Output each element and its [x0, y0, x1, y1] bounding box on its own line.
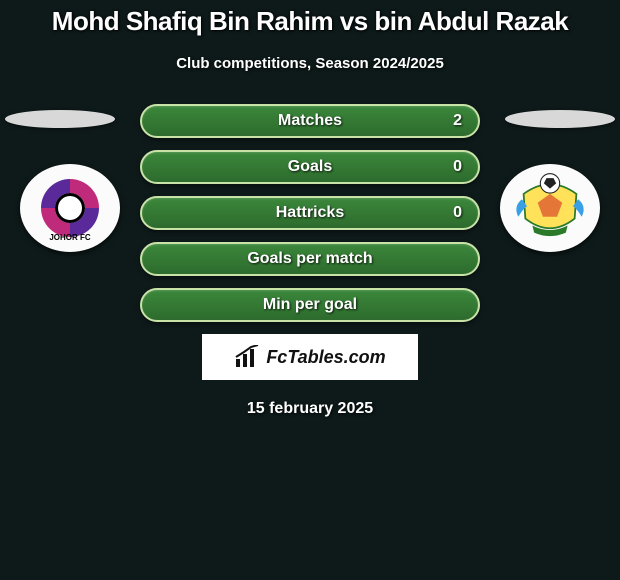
stat-label: Min per goal: [263, 296, 357, 314]
club-logo-left: JOHOR FC: [20, 164, 120, 252]
club-logo-left-label: JOHOR FC: [20, 233, 120, 242]
subtitle: Club competitions, Season 2024/2025: [0, 55, 620, 72]
club-crest-right-icon: [506, 164, 594, 252]
stat-label: Matches: [278, 112, 342, 130]
date-label: 15 february 2025: [0, 400, 620, 418]
stat-row-goals: Goals 0: [140, 150, 480, 184]
club-logo-right: [500, 164, 600, 252]
stats-list: Matches 2 Goals 0 Hattricks 0 Goals per …: [140, 104, 480, 322]
stat-row-matches: Matches 2: [140, 104, 480, 138]
stat-value-right: 2: [453, 112, 462, 130]
stat-label: Hattricks: [276, 204, 344, 222]
comparison-panel: JOHOR FC Matches 2 Goals 0 Hattricks 0 G…: [0, 104, 620, 418]
avatar-placeholder-left: [5, 110, 115, 128]
stat-row-goals-per-match: Goals per match: [140, 242, 480, 276]
avatar-placeholder-right: [505, 110, 615, 128]
stat-label: Goals: [288, 158, 332, 176]
brand-box: FcTables.com: [202, 334, 418, 380]
stat-value-right: 0: [453, 204, 462, 222]
page-title: Mohd Shafiq Bin Rahim vs bin Abdul Razak: [0, 0, 620, 37]
brand-label: FcTables.com: [234, 345, 385, 369]
stat-value-right: 0: [453, 158, 462, 176]
stat-label: Goals per match: [247, 250, 372, 268]
johor-fc-emblem-icon: [41, 179, 99, 237]
stat-row-hattricks: Hattricks 0: [140, 196, 480, 230]
brand-text: FcTables.com: [266, 347, 385, 368]
stat-row-min-per-goal: Min per goal: [140, 288, 480, 322]
bar-chart-icon: [234, 345, 262, 369]
